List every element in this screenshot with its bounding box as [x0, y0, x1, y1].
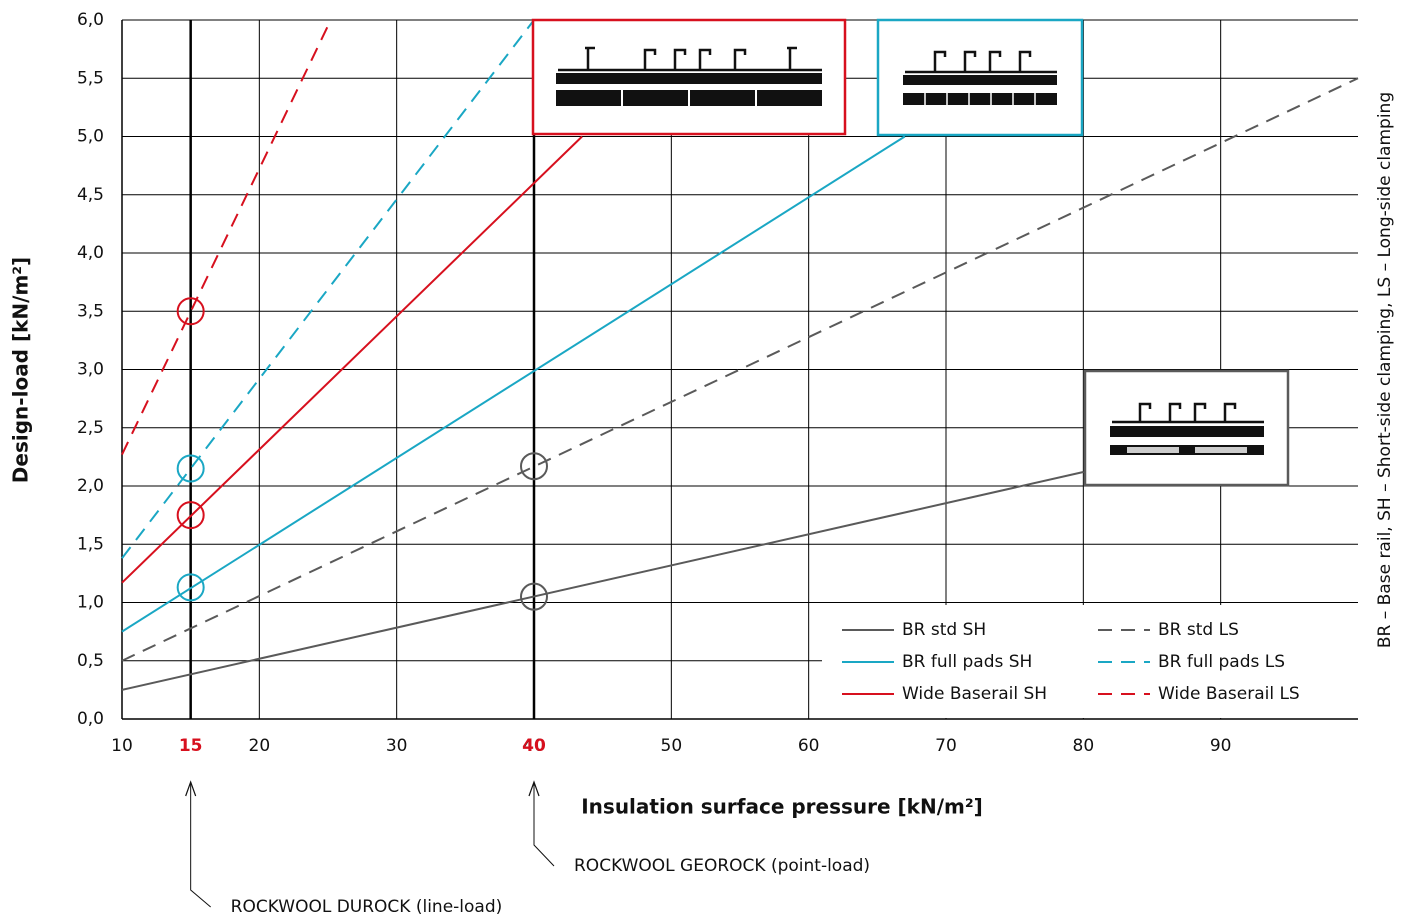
pad-bar	[903, 93, 1057, 105]
x-tick-label-highlight: 40	[522, 736, 546, 756]
y-tick-label: 2,0	[77, 476, 104, 496]
y-tick-label: 2,5	[77, 418, 104, 438]
arrow-head	[185, 780, 197, 797]
y-tick-label: 0,0	[77, 709, 104, 729]
series-line	[121, 19, 332, 455]
y-tick-label: 4,0	[77, 243, 104, 263]
x-tick-label: 40	[523, 736, 545, 756]
x-tick-label: 60	[798, 736, 820, 756]
pad-bar	[1110, 445, 1264, 455]
marker-circle	[176, 297, 205, 326]
side-note: BR – Base rail, SH – Short-side clamping…	[1375, 92, 1395, 648]
rail-profile	[905, 50, 1057, 74]
series-line	[121, 19, 535, 559]
annotation-arrow	[533, 784, 555, 867]
y-tick-label: 1,5	[77, 534, 104, 554]
legend: BR std SH BR std LS BR full pads SH BR full…	[822, 605, 1358, 718]
x-tick-label: 70	[935, 736, 957, 756]
y-tick-label: 4,5	[77, 185, 104, 205]
pad-gaps	[924, 93, 1036, 105]
y-tick-label: 0,5	[77, 651, 104, 671]
series-line	[121, 471, 1084, 691]
legend-label: Wide Baserail SH	[902, 684, 1047, 704]
series-line	[121, 77, 1359, 662]
x-axis-label: Insulation surface pressure [kN/m²]	[581, 795, 983, 819]
marker-circle	[176, 454, 205, 483]
pad-gap	[1127, 447, 1179, 453]
series-line	[121, 135, 583, 584]
rail-profile	[1112, 402, 1264, 424]
annotation: ROCKWOOL DUROCK (line-load)	[231, 897, 503, 917]
y-tick-label: 6,0	[77, 10, 104, 30]
y-tick-label: 3,5	[77, 301, 104, 321]
x-tick-label: 30	[386, 736, 408, 756]
inset-wide-baserail	[531, 18, 847, 136]
rail-bar	[903, 75, 1057, 85]
marker-circle	[520, 452, 548, 481]
x-tick-label: 10	[111, 736, 133, 756]
legend-bg	[822, 605, 1358, 718]
annotation-arrow	[190, 784, 211, 908]
lines	[121, 19, 1359, 691]
x-tick-label: 80	[1073, 736, 1095, 756]
legend-label: BR full pads LS	[1158, 652, 1285, 672]
y-tick-label: 5,0	[77, 127, 104, 147]
legend-label: Wide Baserail LS	[1158, 684, 1300, 704]
marker-circle	[520, 582, 548, 611]
annotation: ROCKWOOL GEOROCK (point-load)	[574, 856, 870, 876]
marker-circle	[176, 573, 205, 602]
inset-std	[1083, 369, 1290, 487]
inset-full-pads	[876, 18, 1084, 137]
y-tick-label: 5,5	[77, 68, 104, 88]
legend-label: BR full pads SH	[902, 652, 1032, 672]
y-tick-label: 1,0	[77, 593, 104, 613]
rail-bar	[1110, 426, 1264, 437]
x-tick-label-highlight: 15	[179, 736, 203, 756]
legend-label: BR std LS	[1158, 620, 1239, 640]
arrow-head	[528, 780, 540, 797]
y-tick-label: 3,0	[77, 360, 104, 380]
x-tick-label: 20	[249, 736, 271, 756]
pad-gaps	[621, 90, 757, 106]
x-tick-label: 90	[1210, 736, 1232, 756]
legend-label: BR std SH	[902, 620, 986, 640]
pad-gap	[1195, 447, 1247, 453]
marker-circle	[176, 501, 205, 530]
x-tick-label: 50	[661, 736, 683, 756]
rail-bar	[556, 73, 822, 84]
marks	[176, 297, 548, 611]
rail-profile	[558, 46, 822, 72]
y-axis-label: Design-load [kN/m²]	[9, 257, 33, 483]
series-line	[121, 135, 906, 633]
